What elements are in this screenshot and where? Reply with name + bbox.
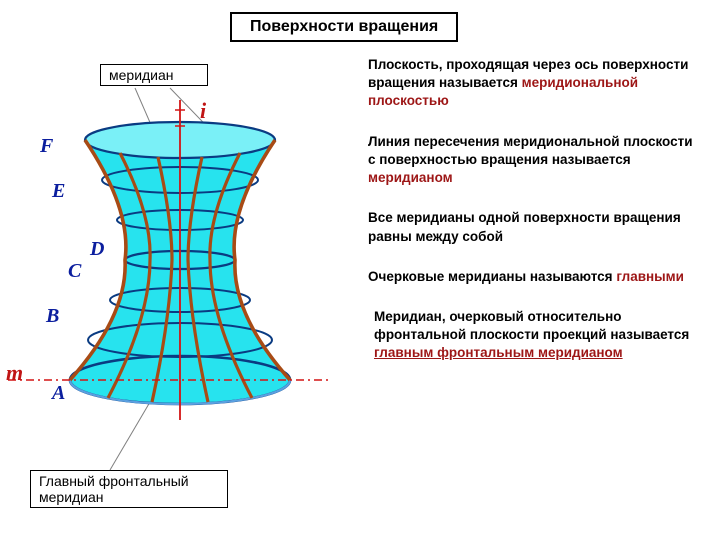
para-meridional-plane: Плоскость, проходящая через ось поверхно…: [368, 56, 698, 111]
label-D: D: [90, 238, 104, 261]
label-C: C: [68, 260, 81, 283]
label-F: F: [40, 135, 53, 158]
label-E: E: [52, 180, 65, 203]
axis-i-label: i: [200, 98, 206, 124]
para-meridian: Линия пересечения меридиональной плоскос…: [368, 133, 698, 188]
label-B: B: [46, 305, 59, 328]
page-title: Поверхности вращения: [230, 12, 458, 42]
label-A: A: [52, 382, 65, 405]
p2-term: меридианом: [368, 170, 453, 185]
rotation-surface-diagram: i m F E D C B A: [0, 80, 340, 500]
p5-text: Меридиан, очерковый относительно фронтал…: [374, 309, 689, 342]
p5-term: главным фронтальным меридианом: [374, 345, 623, 360]
p2-text: Линия пересечения меридиональной плоскос…: [368, 134, 693, 167]
definitions-column: Плоскость, проходящая через ось поверхно…: [368, 56, 698, 385]
p4-term: главными: [616, 269, 684, 284]
para-all-equal: Все меридианы одной поверхности вращения…: [368, 209, 698, 245]
axis-m-label: m: [6, 360, 23, 386]
p4-text: Очерковые меридианы называются: [368, 269, 616, 284]
para-outline-main: Очерковые меридианы называются главными: [368, 268, 698, 286]
para-main-frontal: Меридиан, очерковый относительно фронтал…: [374, 308, 698, 363]
